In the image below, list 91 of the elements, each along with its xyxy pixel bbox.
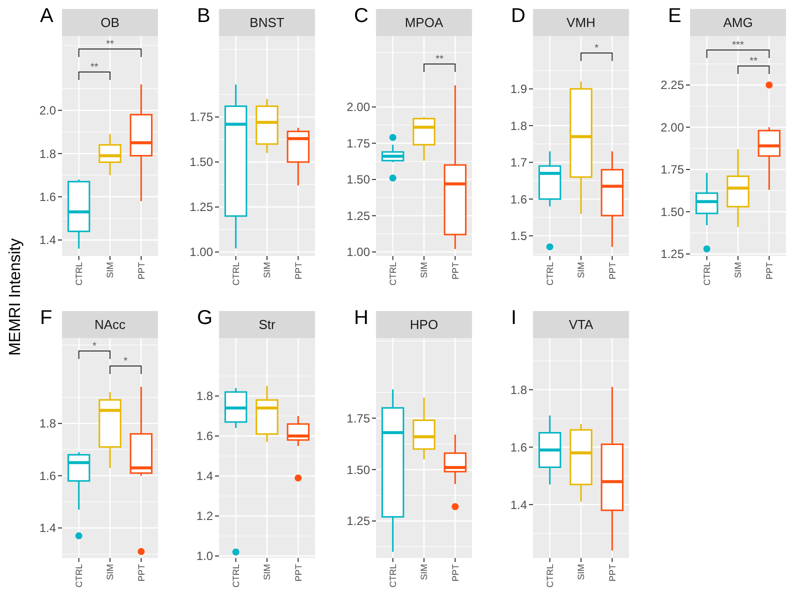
- y-tick-label: 1.50: [346, 462, 370, 477]
- text: F: [40, 307, 52, 329]
- y-tick-label: 1.6: [39, 190, 56, 204]
- y-tick-label: 1.6: [39, 468, 56, 483]
- y-tick-label: 1.75: [346, 136, 370, 150]
- text: I: [511, 307, 517, 329]
- annotation: **: [90, 62, 98, 73]
- y-tick-label: 2.00: [346, 100, 370, 114]
- y-tick-label: 1.75: [660, 162, 684, 177]
- x-tick-label: CTRL: [544, 262, 555, 286]
- x-tick-label: PPT: [136, 564, 146, 582]
- x-tick-label: PPT: [293, 262, 304, 280]
- chart-title: VMH: [566, 15, 596, 30]
- x-tick-label: PPT: [293, 564, 304, 582]
- annotation: **: [750, 56, 758, 67]
- x-tick-label: PPT: [450, 262, 460, 280]
- x-tick-label: CTRL: [230, 262, 241, 286]
- y-tick-label: 2.00: [660, 120, 684, 134]
- y-tick-label: 1.4: [39, 521, 56, 536]
- x-tick-label: PPT: [450, 564, 460, 582]
- y-tick-label: 1.00: [190, 245, 214, 260]
- x-tick-label: CTRL: [74, 564, 84, 588]
- y-tick-label: 1.25: [660, 247, 684, 262]
- y-tick-label: 1.8: [510, 382, 528, 397]
- text: G: [197, 307, 213, 329]
- x-tick-label: CTRL: [544, 564, 555, 588]
- y-tick-label: 1.25: [346, 208, 370, 223]
- x-tick-label: SIM: [419, 262, 430, 278]
- y-tick-label: 1.8: [510, 118, 528, 133]
- y-tick-label: 1.25: [346, 514, 370, 528]
- chart-title: OB: [100, 15, 120, 30]
- y-tick-label: 1.50: [660, 204, 684, 219]
- text: A: [40, 5, 54, 27]
- y-tick-label: 1.6: [510, 192, 528, 206]
- y-tick-label: 1.2: [196, 509, 214, 524]
- y-tick-label: 1.6: [196, 429, 214, 444]
- y-tick-label: 1.0: [196, 549, 214, 564]
- y-tick-label: 1.8: [39, 416, 56, 431]
- x-tick-label: SIM: [419, 564, 430, 580]
- chart-title: NAcc: [94, 317, 126, 332]
- y-tick-label: 1.00: [346, 245, 370, 260]
- chart-title: Str: [258, 317, 276, 332]
- y-tick-label: 1.7: [510, 156, 528, 170]
- y-tick-label: 1.9: [510, 82, 528, 96]
- chart-title: MPOA: [404, 15, 444, 30]
- y-tick-label: 2.25: [660, 78, 684, 92]
- y-tick-label: 1.50: [190, 155, 214, 170]
- x-tick-label: CTRL: [388, 262, 398, 286]
- annotation: ***: [732, 40, 744, 51]
- annotation: *: [92, 341, 96, 352]
- y-tick-label: 2.0: [39, 104, 56, 118]
- text: D: [511, 5, 526, 27]
- y-axis-title: MEMRI Intensity: [7, 238, 24, 356]
- x-tick-label: PPT: [764, 262, 774, 280]
- y-tick-label: 1.5: [510, 229, 528, 243]
- y-tick-label: 1.4: [196, 469, 214, 484]
- x-tick-label: PPT: [607, 564, 618, 582]
- text: B: [197, 5, 210, 27]
- text: E: [668, 5, 682, 27]
- y-tick-label: 1.4: [510, 498, 528, 512]
- y-tick-label: 1.50: [346, 172, 370, 187]
- y-tick-label: 1.25: [190, 200, 214, 214]
- x-tick-label: SIM: [262, 262, 272, 278]
- chart-title: VTA: [568, 317, 594, 332]
- x-tick-label: CTRL: [230, 564, 241, 588]
- y-tick-label: 1.8: [39, 146, 56, 161]
- text: C: [354, 5, 368, 27]
- y-tick-label: 1.75: [346, 411, 370, 426]
- chart-title: AMG: [723, 15, 753, 30]
- x-tick-label: SIM: [105, 262, 116, 278]
- annotation: **: [106, 39, 114, 50]
- text: H: [354, 307, 368, 329]
- x-tick-label: CTRL: [74, 262, 84, 286]
- annotation: **: [436, 54, 444, 65]
- chart-title: HPO: [410, 317, 438, 332]
- annotation: *: [124, 356, 128, 367]
- x-tick-label: SIM: [262, 564, 272, 580]
- x-tick-label: SIM: [576, 262, 586, 278]
- annotation: *: [594, 43, 599, 54]
- x-tick-label: SIM: [733, 262, 744, 278]
- x-tick-label: SIM: [105, 564, 116, 580]
- y-tick-label: 1.75: [190, 110, 214, 124]
- y-tick-label: 1.4: [39, 233, 56, 248]
- chart-title: BNST: [250, 15, 284, 30]
- x-tick-label: CTRL: [388, 564, 398, 588]
- y-tick-label: 1.6: [510, 440, 528, 454]
- y-tick-label: 1.8: [196, 389, 214, 404]
- x-tick-label: CTRL: [702, 262, 712, 286]
- x-tick-label: SIM: [576, 564, 586, 580]
- x-tick-label: PPT: [136, 262, 146, 280]
- x-tick-label: PPT: [607, 262, 618, 280]
